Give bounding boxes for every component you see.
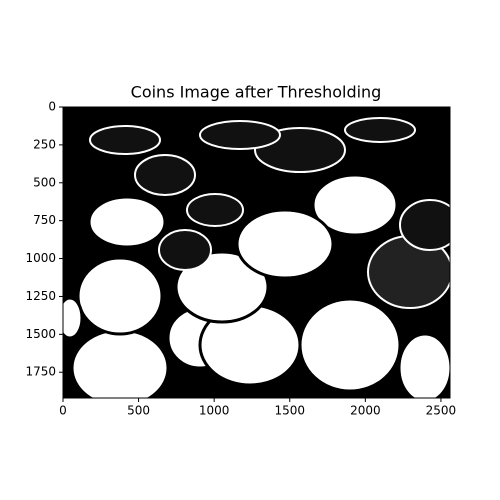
x-tick-label: 2500 (426, 404, 457, 418)
x-tick-label: 1500 (274, 404, 305, 418)
y-tick-label: 0 (48, 100, 56, 114)
x-tick-label: 1000 (199, 404, 230, 418)
y-tick-label: 500 (33, 175, 56, 189)
chart-title: Coins Image after Thresholding (131, 83, 382, 102)
y-tick-label: 1000 (25, 251, 56, 265)
axes-frame (62, 106, 451, 399)
y-tick-label: 250 (33, 137, 56, 151)
image (63, 107, 450, 398)
x-tick-label: 0 (59, 404, 67, 418)
x-tick-label: 500 (127, 404, 150, 418)
x-tick-label: 2000 (350, 404, 381, 418)
y-tick-label: 1500 (25, 327, 56, 341)
y-tick-label: 750 (33, 213, 56, 227)
coins (63, 117, 450, 398)
y-tick-label: 1250 (25, 289, 56, 303)
y-tick-label: 1750 (25, 365, 56, 379)
